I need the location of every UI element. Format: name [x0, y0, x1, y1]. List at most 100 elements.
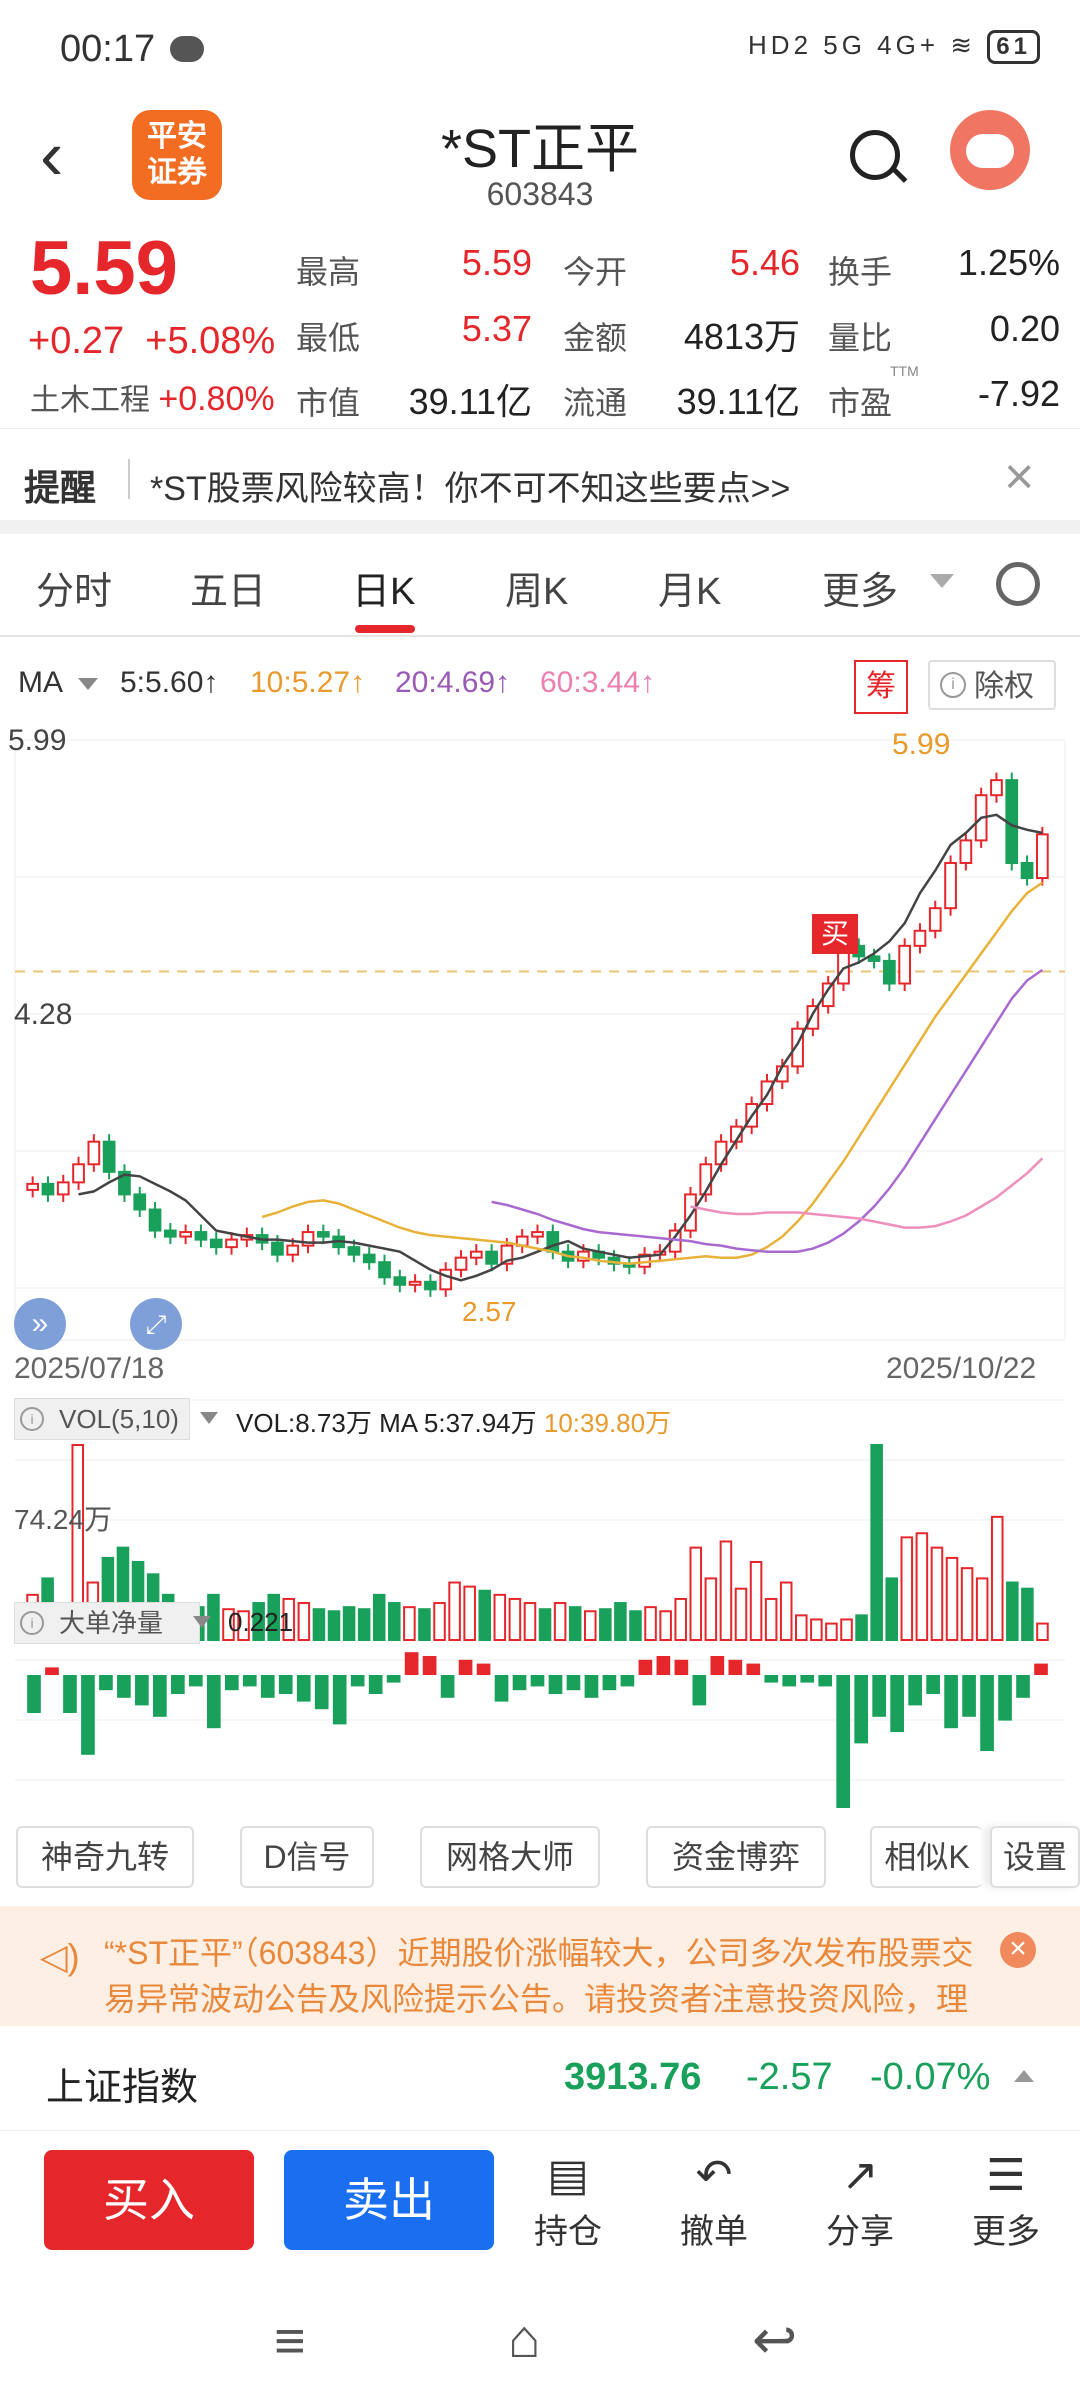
buy-marker[interactable]: 买: [812, 914, 858, 954]
volume-bar: [975, 1577, 989, 1642]
adjust-button[interactable]: 除权: [928, 660, 1056, 710]
fullscreen-icon[interactable]: ⤢: [130, 1298, 182, 1350]
tool-nine-turn[interactable]: 神奇九转: [16, 1826, 194, 1888]
tool-d-signal[interactable]: D信号: [240, 1826, 374, 1888]
back-button[interactable]: ‹: [40, 116, 64, 194]
expand-left-icon[interactable]: »: [14, 1298, 66, 1350]
sell-button[interactable]: 卖出: [284, 2150, 494, 2250]
buy-button[interactable]: 买入: [44, 2150, 254, 2250]
assistant-avatar[interactable]: [950, 110, 1030, 190]
candle-body: [118, 1170, 131, 1196]
candle-body: [500, 1244, 514, 1265]
bigorder-bar: [206, 1675, 221, 1729]
volume-bar: [372, 1593, 386, 1641]
candle-body: [944, 861, 957, 910]
bigorder-bar: [404, 1652, 419, 1675]
risk-warning-banner[interactable]: ◁) “*ST正平”（603843）近期股价涨幅较大，公司多次发布股票交易异常波…: [0, 1906, 1080, 2026]
bigorder-bar: [782, 1675, 797, 1687]
ma-caret-icon[interactable]: [78, 678, 98, 690]
period-tabs: 分时 五日 日K 周K 月K 更多: [0, 540, 1080, 637]
tab-monthly-k[interactable]: 月K: [658, 571, 722, 613]
bigorder-bar: [117, 1675, 131, 1698]
min-price-label: 2.57: [462, 1296, 517, 1327]
candle-body: [424, 1280, 437, 1291]
max-price-label: 5.99: [892, 728, 951, 761]
undo-icon: ↶: [695, 2151, 733, 2200]
kline-chart-area[interactable]: MA 5:5.60↑ 10:5.27↑ 20:4.69↑ 60:3.44↑ 筹 …: [0, 640, 1080, 1820]
caret-up-icon[interactable]: [1014, 2070, 1034, 2082]
nav-menu-icon[interactable]: ≡: [274, 2311, 306, 2371]
candle-body: [225, 1238, 238, 1249]
candle-body: [990, 779, 1003, 797]
share-button[interactable]: ↗ 分享: [810, 2148, 910, 2253]
tool-settings[interactable]: 设置: [990, 1826, 1080, 1888]
volume-bar: [749, 1561, 763, 1641]
ma20-legend: 20:4.69↑: [395, 666, 511, 699]
candle-body: [378, 1261, 391, 1279]
more-button[interactable]: ☰ 更多: [956, 2148, 1056, 2253]
bigorder-bar: [656, 1656, 671, 1675]
volume-bar: [312, 1608, 326, 1641]
bigorder-indicator-selector[interactable]: 大单净量: [14, 1602, 201, 1644]
bigorder-bar: [153, 1675, 167, 1717]
industry-change[interactable]: 土木工程 +0.80%: [30, 380, 275, 418]
bigorder-bar: [440, 1675, 455, 1698]
candle-body: [1020, 861, 1034, 880]
close-icon[interactable]: ×: [1000, 1932, 1036, 1968]
risk-notice[interactable]: 提醒 *ST股票风险较高！你不可不知这些要点>> ×: [0, 428, 1080, 529]
candle-body: [209, 1238, 223, 1249]
close-icon[interactable]: ×: [1004, 448, 1035, 506]
chip-distribution-button[interactable]: 筹: [854, 660, 908, 714]
tab-daily-k[interactable]: 日K: [352, 571, 416, 613]
bigorder-bar: [728, 1659, 743, 1675]
ma20-line: [491, 968, 1044, 1253]
tab-five-day[interactable]: 五日: [190, 571, 267, 613]
search-icon[interactable]: [850, 130, 900, 180]
candles-group: [26, 772, 1049, 1297]
tab-intraday[interactable]: 分时: [36, 571, 113, 613]
y-label-high: 5.99: [8, 724, 67, 757]
bigorder-bar: [422, 1656, 437, 1675]
tab-more[interactable]: 更多: [822, 571, 899, 613]
bigorder-bar: [836, 1675, 851, 1808]
ma5-legend: 5:5.60↑: [120, 666, 219, 699]
positions-button[interactable]: ▤ 持仓: [518, 2148, 618, 2253]
candle-body: [286, 1244, 300, 1256]
tool-fund-game[interactable]: 资金博弈: [646, 1826, 826, 1888]
menu-icon: ☰: [986, 2151, 1026, 2200]
wifi-icon: ≋: [950, 30, 977, 60]
candle-body: [179, 1231, 192, 1238]
candle-body: [684, 1193, 697, 1232]
nav-back-icon[interactable]: ↩: [752, 2310, 798, 2370]
ma-label[interactable]: MA: [18, 666, 63, 699]
volume-bar: [855, 1614, 868, 1641]
tool-similar-k[interactable]: 相似K: [870, 1826, 982, 1888]
cancel-order-button[interactable]: ↶ 撤单: [664, 2148, 764, 2253]
volume-bar: [403, 1606, 416, 1642]
volume-bar: [825, 1622, 838, 1641]
value-low: 5.37: [461, 308, 532, 349]
notice-text[interactable]: *ST股票风险较高！你不可不知这些要点>>: [150, 470, 791, 508]
bigorder-bar: [224, 1675, 239, 1691]
nav-home-icon[interactable]: ⌂: [508, 2309, 541, 2369]
bigorder-bar: [45, 1667, 59, 1675]
index-ticker[interactable]: 上证指数 3913.76 -2.57 -0.07%: [0, 2030, 1080, 2131]
volume-bar: [945, 1556, 959, 1641]
value-turnover: 1.25%: [957, 242, 1060, 283]
bigorder-bar: [854, 1675, 869, 1744]
bigorder-bar: [189, 1675, 203, 1687]
label-high: 最高: [296, 254, 361, 290]
bigorder-bar: [998, 1675, 1012, 1721]
volume-bar: [840, 1618, 853, 1642]
candle-body: [56, 1181, 70, 1196]
tool-grid-master[interactable]: 网格大师: [420, 1826, 600, 1888]
volume-bar: [463, 1585, 476, 1642]
volume-bar: [237, 1610, 250, 1642]
section-separator: [0, 520, 1080, 534]
volume-bar: [433, 1602, 446, 1641]
gear-icon[interactable]: [996, 562, 1040, 606]
candle-body: [546, 1231, 560, 1253]
volume-bar: [282, 1597, 296, 1642]
last-price: 5.59: [30, 226, 178, 311]
tab-weekly-k[interactable]: 周K: [505, 571, 569, 613]
